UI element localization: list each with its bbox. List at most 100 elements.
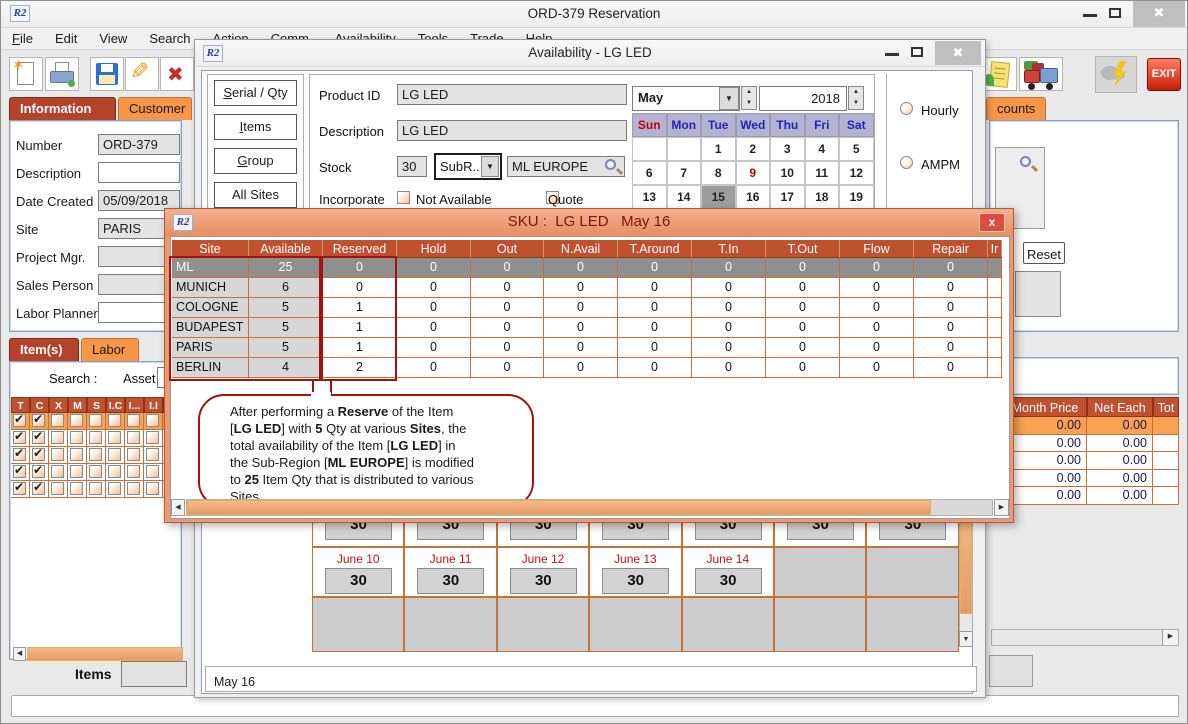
field-number[interactable]: ORD-379: [98, 134, 180, 155]
sku-value-cell[interactable]: 0: [618, 318, 692, 338]
sku-scroll-left-arrow[interactable]: ◀: [171, 499, 185, 516]
sku-site-cell[interactable]: PARIS: [172, 338, 249, 358]
save-button[interactable]: [90, 57, 124, 91]
sku-value-cell[interactable]: [988, 318, 1002, 338]
table-row[interactable]: R: [11, 463, 181, 481]
sku-value-cell[interactable]: 0: [471, 318, 544, 338]
sku-value-cell[interactable]: 0: [471, 338, 544, 358]
new-document-button[interactable]: ✶: [9, 57, 43, 91]
checkbox-checked[interactable]: [13, 463, 26, 478]
sku-value-cell[interactable]: 0: [692, 258, 766, 278]
checkbox-unchecked[interactable]: [51, 414, 64, 427]
checkbox-unchecked[interactable]: [127, 431, 140, 444]
tab-items[interactable]: Item(s): [9, 338, 79, 361]
sku-value-cell[interactable]: 0: [692, 298, 766, 318]
price-scroll-right-arrow[interactable]: ▶: [1162, 630, 1178, 645]
year-field[interactable]: 2018: [759, 86, 847, 111]
sku-value-cell[interactable]: 0: [397, 258, 471, 278]
checkbox-unchecked[interactable]: [89, 465, 102, 478]
availability-close-button[interactable]: ✖: [935, 41, 981, 65]
checkbox-unchecked[interactable]: [108, 431, 121, 444]
day-cell[interactable]: June 13 30: [589, 547, 682, 597]
field-date-created[interactable]: 05/09/2018: [98, 190, 180, 211]
availability-minimize-button[interactable]: [885, 53, 899, 56]
sku-value-cell[interactable]: 0: [692, 278, 766, 298]
sku-scroll-right-arrow[interactable]: ▶: [994, 499, 1009, 516]
sku-value-cell[interactable]: 0: [397, 298, 471, 318]
delivery-button[interactable]: [1019, 57, 1063, 91]
day-cell[interactable]: June 10 30: [312, 547, 405, 597]
checkbox-checked[interactable]: [32, 446, 45, 461]
calendar-day[interactable]: 19: [839, 185, 874, 209]
sku-value-cell[interactable]: 0: [914, 258, 988, 278]
checkbox-unchecked[interactable]: [108, 482, 121, 495]
checkbox-unchecked[interactable]: [70, 465, 83, 478]
sku-value-cell[interactable]: [988, 358, 1002, 378]
month-dropdown[interactable]: May ▼: [632, 86, 740, 111]
items-scroll-left-arrow[interactable]: ◀: [13, 647, 26, 661]
checkbox-unchecked[interactable]: [51, 431, 64, 444]
checkbox-unchecked[interactable]: [51, 482, 64, 495]
checkbox-unchecked[interactable]: [146, 431, 159, 444]
calendar-day[interactable]: 11: [804, 161, 839, 185]
sku-value-cell[interactable]: 0: [544, 258, 618, 278]
checkbox-unchecked[interactable]: [51, 465, 64, 478]
calendar-day[interactable]: 8: [701, 161, 736, 185]
not-available-checkbox[interactable]: [397, 191, 410, 204]
sku-value-cell[interactable]: 0: [618, 358, 692, 378]
group-button[interactable]: Group: [214, 148, 297, 174]
sku-value-cell[interactable]: 0: [840, 358, 914, 378]
sku-value-cell[interactable]: 0: [397, 338, 471, 358]
calendar-day[interactable]: 12: [839, 161, 874, 185]
sku-site-cell[interactable]: MUNICH: [172, 278, 249, 298]
calendar-day[interactable]: 16: [735, 185, 770, 209]
day-cell[interactable]: [774, 547, 867, 597]
checkbox-unchecked[interactable]: [70, 414, 83, 427]
sku-value-cell[interactable]: 0: [397, 358, 471, 378]
sku-value-cell[interactable]: 0: [766, 278, 840, 298]
notes-button[interactable]: [981, 57, 1017, 91]
sku-value-cell[interactable]: 0: [692, 358, 766, 378]
subregion-search-icon[interactable]: [605, 159, 616, 170]
menu-view[interactable]: View: [99, 31, 128, 46]
checkbox-unchecked[interactable]: [89, 448, 102, 461]
sku-value-cell[interactable]: 0: [544, 338, 618, 358]
sku-value-cell[interactable]: 0: [692, 318, 766, 338]
checkbox-checked[interactable]: [13, 480, 26, 495]
day-grid-vscrollbar[interactable]: ▼: [959, 495, 973, 647]
calendar-day[interactable]: 18: [804, 185, 839, 209]
calendar-day[interactable]: [666, 137, 701, 161]
sku-value-cell[interactable]: 0: [618, 258, 692, 278]
table-row[interactable]: R: [11, 446, 181, 464]
calendar-day[interactable]: 5: [839, 137, 874, 161]
checkbox-unchecked[interactable]: [70, 482, 83, 495]
sku-value-cell[interactable]: 0: [840, 318, 914, 338]
calendar-day[interactable]: 13: [632, 185, 667, 209]
sku-site-cell[interactable]: BUDAPEST: [172, 318, 249, 338]
checkbox-checked[interactable]: [32, 480, 45, 495]
sku-value-cell[interactable]: 0: [397, 318, 471, 338]
sku-value-cell[interactable]: 0: [840, 298, 914, 318]
checkbox-checked[interactable]: [32, 412, 45, 427]
month-spinner[interactable]: ▲ ▼: [741, 86, 757, 110]
sku-value-cell[interactable]: 0: [544, 318, 618, 338]
calendar-day[interactable]: [632, 137, 667, 161]
tab-information[interactable]: Information: [9, 97, 116, 120]
checkbox-unchecked[interactable]: [146, 414, 159, 427]
checkbox-checked[interactable]: [13, 412, 26, 427]
calendar-day[interactable]: 15: [701, 185, 736, 209]
checkbox-unchecked[interactable]: [89, 482, 102, 495]
day-cell[interactable]: June 14 30: [681, 547, 774, 597]
chevron-down-icon[interactable]: ▼: [481, 156, 499, 177]
checkbox-unchecked[interactable]: [127, 482, 140, 495]
ampm-radio[interactable]: [900, 156, 913, 169]
sku-value-cell[interactable]: 0: [692, 338, 766, 358]
sku-value-cell[interactable]: 0: [618, 298, 692, 318]
calendar-day[interactable]: 1: [701, 137, 736, 161]
checkbox-checked[interactable]: [13, 446, 26, 461]
menu-search[interactable]: Search: [149, 31, 191, 46]
calendar-day[interactable]: 6: [632, 161, 667, 185]
checkbox-unchecked[interactable]: [146, 465, 159, 478]
checkbox-unchecked[interactable]: [70, 448, 83, 461]
sku-value-cell[interactable]: [988, 258, 1002, 278]
